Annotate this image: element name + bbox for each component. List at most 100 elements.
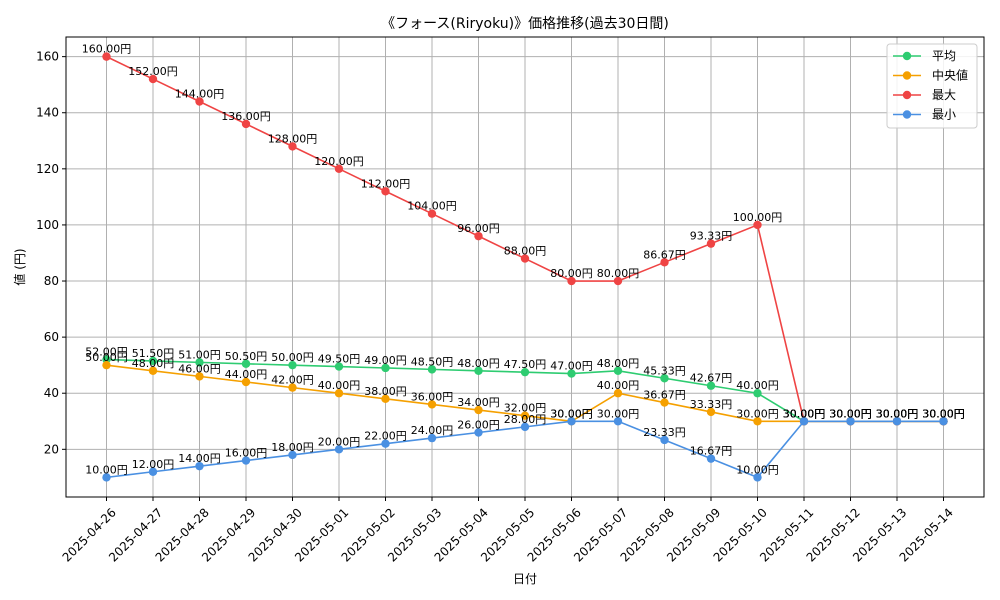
legend-label: 最大 <box>932 88 956 102</box>
y-tick-label: 40 <box>44 386 59 400</box>
data-point <box>706 407 716 417</box>
data-point <box>427 400 437 409</box>
data-label: 52.00円 <box>85 346 128 359</box>
data-point <box>381 439 390 448</box>
data-label: 80.00円 <box>550 267 593 280</box>
data-point <box>706 454 716 463</box>
data-point <box>427 365 437 374</box>
data-label: 16.00円 <box>225 447 268 460</box>
data-label: 104.00円 <box>407 200 457 213</box>
data-label: 30.00円 <box>922 407 965 420</box>
data-label: 96.00円 <box>457 222 500 235</box>
data-label: 50.00円 <box>271 351 314 364</box>
data-point <box>288 142 297 151</box>
series-group <box>102 52 948 482</box>
data-label: 38.00円 <box>364 385 407 398</box>
data-label: 22.00円 <box>364 430 407 443</box>
data-label: 49.50円 <box>318 353 361 366</box>
data-point <box>660 398 669 407</box>
data-label: 40.00円 <box>597 379 640 392</box>
data-label: 36.00円 <box>411 390 454 403</box>
y-tick-label: 80 <box>44 274 59 288</box>
data-label: 28.00円 <box>504 413 547 426</box>
data-point <box>288 450 297 460</box>
x-axis-label: 日付 <box>513 572 537 586</box>
data-label: 33.33円 <box>690 398 733 411</box>
data-label: 34.00円 <box>457 396 500 409</box>
data-point <box>102 360 111 370</box>
data-label: 48.50円 <box>411 355 454 368</box>
y-tick-label: 160 <box>36 50 59 64</box>
data-label: 120.00円 <box>314 155 364 168</box>
data-point <box>195 372 204 381</box>
data-label: 30.00円 <box>876 407 919 420</box>
data-label: 30.00円 <box>550 407 593 420</box>
data-point <box>520 367 530 377</box>
data-point <box>102 52 111 61</box>
data-label: 47.00円 <box>550 360 593 373</box>
data-point <box>613 389 623 398</box>
data-point <box>381 363 390 373</box>
data-label: 30.00円 <box>876 407 919 420</box>
data-label: 30.00円 <box>597 407 640 420</box>
data-point <box>613 366 623 375</box>
data-label: 18.00円 <box>271 441 314 454</box>
data-label: 136.00円 <box>221 110 271 123</box>
data-point <box>520 422 530 432</box>
data-label: 30.00円 <box>829 407 872 420</box>
data-label: 112.00円 <box>361 177 411 190</box>
data-point <box>288 383 297 392</box>
y-axis: 20 40 60 80 100 120 140 160 <box>36 50 66 456</box>
data-point <box>381 394 390 404</box>
data-point <box>148 356 158 366</box>
data-point <box>613 276 623 286</box>
data-point <box>892 417 902 426</box>
data-point <box>753 473 762 482</box>
y-tick-label: 120 <box>36 162 59 176</box>
data-point <box>706 239 716 248</box>
legend-swatch-marker <box>902 71 912 80</box>
data-label: 36.67円 <box>643 389 686 402</box>
data-point <box>427 433 437 443</box>
data-label: 93.33円 <box>690 230 733 243</box>
data-point <box>241 456 251 465</box>
data-label: 30.00円 <box>736 407 779 420</box>
data-point <box>195 461 204 471</box>
data-point <box>520 254 530 263</box>
data-point <box>381 187 390 196</box>
data-label: 32.00円 <box>504 402 547 415</box>
data-label: 100.00円 <box>733 211 783 224</box>
data-label: 86.67円 <box>643 248 686 261</box>
data-label: 30.00円 <box>783 407 826 420</box>
data-label: 152.00円 <box>128 65 178 78</box>
data-label: 30.00円 <box>876 407 919 420</box>
data-point <box>288 360 297 370</box>
data-point <box>474 405 483 415</box>
data-label: 48.00円 <box>597 357 640 370</box>
data-label: 42.00円 <box>271 374 314 387</box>
legend-swatch-marker <box>902 90 912 100</box>
data-point <box>474 428 483 437</box>
data-point <box>195 358 204 367</box>
data-label: 10.00円 <box>736 463 779 476</box>
data-point <box>148 467 158 476</box>
data-point <box>474 366 483 375</box>
data-point <box>567 369 576 378</box>
data-point <box>660 374 669 383</box>
data-label: 80.00円 <box>597 267 640 280</box>
data-label: 10.00円 <box>85 463 128 476</box>
data-label: 48.00円 <box>132 357 175 370</box>
data-point <box>427 209 437 218</box>
data-label: 50.50円 <box>225 350 268 363</box>
y-tick-label: 140 <box>36 106 59 120</box>
data-label: 20.00円 <box>318 435 361 448</box>
data-label: 51.00円 <box>178 348 221 361</box>
data-point <box>660 435 669 445</box>
data-label: 46.00円 <box>178 362 221 375</box>
data-label: 30.00円 <box>783 407 826 420</box>
data-point <box>334 362 344 371</box>
data-label: 30.00円 <box>829 407 872 420</box>
data-label: 30.00円 <box>876 407 919 420</box>
